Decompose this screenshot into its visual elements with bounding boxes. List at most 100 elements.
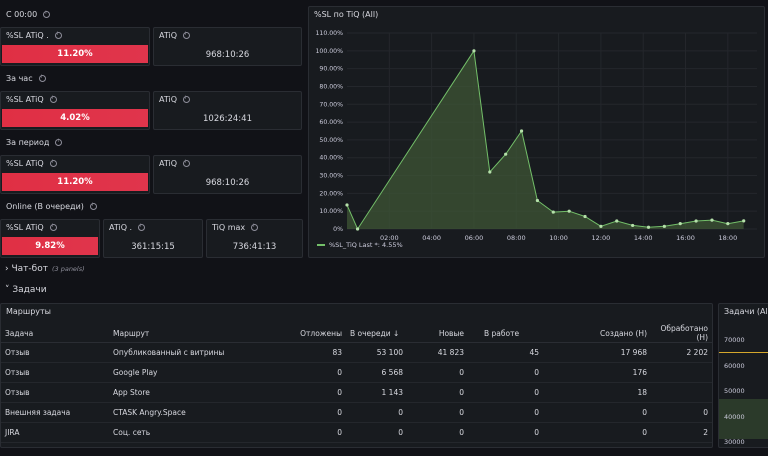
tasks-y-axis: 70000 60000 50000 40000 30000	[724, 336, 745, 446]
routes-table: Задача Маршрут Отложены В очереди ↓ Новы…	[1, 324, 712, 443]
cell-new: 0	[407, 362, 468, 383]
y-tick-label: 60.00%	[319, 119, 343, 126]
sl-tiq-chart-panel[interactable]: %SL по TiQ (All) 0% 10.00% 20.00% 30.00% 40.…	[308, 6, 765, 258]
sl-atiq-panel-1[interactable]: %SL ATiQ . 11.20%	[0, 27, 150, 66]
cell-processed: 2 202	[651, 342, 712, 363]
y-tick-label: 10.00%	[319, 208, 343, 215]
cell-created: 176	[543, 362, 651, 383]
col-new[interactable]: Новые	[407, 324, 468, 343]
routes-title: Маршруты	[6, 307, 51, 316]
online-atiq-panel[interactable]: ATiQ . 361:15:15	[103, 219, 203, 258]
atiq-panel-1[interactable]: ATiQ 968:10:26	[153, 27, 302, 66]
y-tick-label: 20.00%	[319, 190, 343, 197]
data-point	[662, 224, 666, 228]
tasks-row[interactable]: ˅ Задачи	[5, 285, 47, 295]
cell-in-work: 0	[468, 362, 543, 383]
legend-label: %SL_TiQ Last *: 4.55%	[329, 241, 403, 249]
tasks-area-fill	[719, 399, 768, 439]
info-icon[interactable]	[38, 74, 46, 82]
cell-in-work: 0	[468, 422, 543, 443]
cell-task: Внешняя задача	[1, 402, 109, 423]
data-point	[504, 152, 508, 156]
info-icon[interactable]	[183, 95, 191, 103]
data-point	[345, 203, 349, 207]
col-postponed[interactable]: Отложены	[282, 324, 346, 343]
chevron-right-icon: ›	[5, 264, 9, 274]
cell-task: Отзыв	[1, 382, 109, 403]
chat-bot-row[interactable]: › Чат-бот (3 panels)	[5, 264, 85, 274]
sl-atiq-panel-3[interactable]: %SL ATiQ 11.20%	[0, 155, 150, 194]
info-icon[interactable]	[54, 31, 62, 39]
series-area	[347, 50, 744, 229]
cell-in-queue: 0	[346, 402, 407, 423]
table-row[interactable]: Отзыв App Store 0 1 143 0 0 18	[1, 382, 712, 403]
data-point	[631, 223, 635, 228]
col-created[interactable]: Создано (Н)	[543, 324, 651, 343]
atiq-panel-3[interactable]: ATiQ 968:10:26	[153, 155, 302, 194]
data-point	[710, 218, 714, 222]
cell-route: Соц. сеть	[109, 422, 282, 443]
table-row[interactable]: Отзыв Google Play 0 6 568 0 0 176	[1, 362, 712, 383]
tasks-all-panel[interactable]: Задачи (All) 70000 60000 50000 40000 300…	[718, 303, 768, 448]
cell-task: Отзыв	[1, 362, 109, 383]
info-icon[interactable]	[55, 138, 63, 146]
data-point	[599, 224, 603, 228]
col-in-work[interactable]: В работе	[468, 324, 543, 343]
cell-task: Отзыв	[1, 342, 109, 363]
table-row[interactable]: Внешняя задача CTASK Angry.Space 0 0 0 0 0 0	[1, 402, 712, 423]
data-point	[567, 209, 571, 213]
table-row[interactable]: Отзыв Опубликованный с витрины 83 53 100 41 …	[1, 342, 712, 363]
col-task[interactable]: Задача	[1, 324, 109, 343]
cell-created: 17 968	[543, 342, 651, 363]
cell-new: 0	[407, 422, 468, 443]
info-icon[interactable]	[43, 10, 51, 18]
cell-in-queue: 6 568	[346, 362, 407, 383]
table-row[interactable]: JIRA Соц. сеть 0 0 0 0 0 2	[1, 422, 712, 443]
section-per-period: За период	[6, 138, 63, 147]
data-point	[519, 129, 524, 133]
x-tick-label: 04:00	[422, 234, 441, 242]
info-icon[interactable]	[138, 223, 146, 231]
cell-postponed: 0	[282, 422, 346, 443]
cell-processed: 2	[651, 422, 712, 443]
cell-in-work: 45	[468, 342, 543, 363]
series-line	[346, 49, 744, 231]
cell-processed	[651, 362, 712, 383]
x-tick-label: 16:00	[676, 234, 695, 242]
online-sl-panel[interactable]: %SL ATiQ 9.82%	[0, 219, 100, 258]
routes-panel[interactable]: Маршруты Задача Маршрут Отложены В очере…	[0, 303, 713, 448]
info-icon[interactable]	[183, 159, 191, 167]
x-tick-label: 14:00	[634, 234, 653, 242]
data-point	[615, 219, 619, 223]
cell-route: App Store	[109, 382, 282, 403]
section-since-midnight: С 00:00	[6, 10, 51, 19]
info-icon[interactable]	[183, 31, 191, 39]
info-icon[interactable]	[89, 202, 97, 210]
sl-atiq-panel-2[interactable]: %SL ATiQ 4.02%	[0, 91, 150, 130]
cell-postponed: 0	[282, 362, 346, 383]
atiq-panel-2[interactable]: ATiQ 1026:24:41	[153, 91, 302, 130]
cell-in-queue: 0	[346, 422, 407, 443]
cell-processed	[651, 382, 712, 403]
info-icon[interactable]	[49, 95, 57, 103]
cell-created: 0	[543, 402, 651, 423]
col-processed[interactable]: Обработано (Н)	[651, 324, 712, 343]
info-icon[interactable]	[49, 159, 57, 167]
col-in-queue[interactable]: В очереди ↓	[346, 324, 407, 343]
y-tick-label: 100.00%	[315, 48, 343, 55]
y-tick-label: 50.00%	[319, 137, 343, 144]
data-point	[355, 227, 360, 231]
section-per-hour: За час	[6, 74, 46, 83]
tiq-max-panel[interactable]: TiQ max 736:41:13	[206, 219, 303, 258]
x-tick-label: 02:00	[380, 234, 399, 242]
sl-value: 4.02%	[2, 109, 148, 127]
info-icon[interactable]	[251, 223, 259, 231]
data-point	[678, 222, 682, 226]
info-icon[interactable]	[49, 223, 57, 231]
col-route[interactable]: Маршрут	[109, 324, 282, 343]
atiq-value: 968:10:26	[205, 178, 250, 188]
sl-tiq-chart: 0% 10.00% 20.00% 30.00% 40.00% 50.00% 60.00% 70…	[315, 30, 757, 249]
data-point	[726, 222, 730, 226]
data-point	[535, 198, 540, 203]
tiq-max-value: 736:41:13	[232, 242, 277, 252]
